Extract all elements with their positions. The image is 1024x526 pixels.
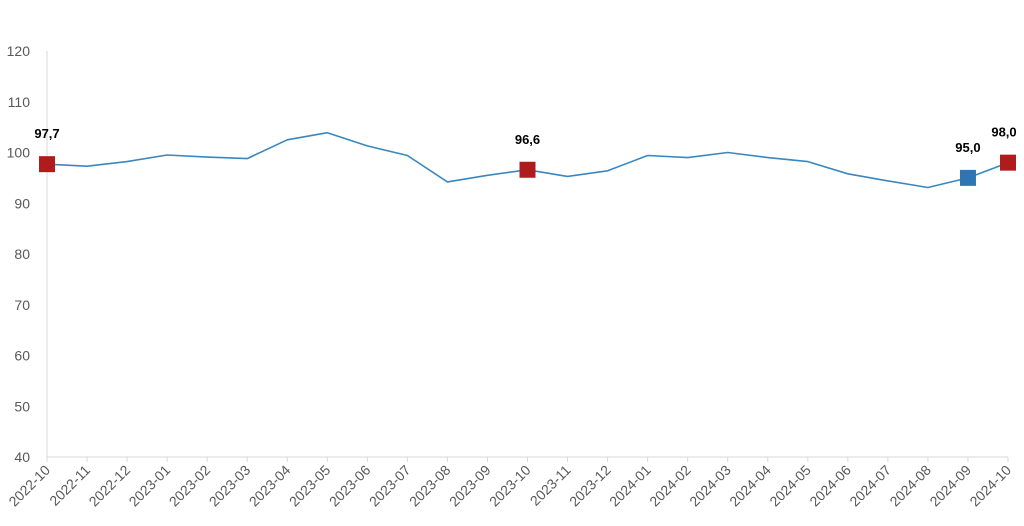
x-tick-label: 2024-08 (886, 462, 934, 510)
x-tick-label: 2024-06 (806, 462, 854, 510)
x-tick-label: 2023-08 (406, 462, 454, 510)
y-tick-label: 60 (14, 348, 30, 364)
y-tick-label: 50 (14, 398, 30, 414)
x-tick-label: 2024-07 (846, 462, 894, 510)
x-tick-label: 2023-09 (446, 462, 494, 510)
x-axis: 2022-102022-112022-122023-012023-022023-… (5, 456, 1014, 510)
x-tick-label: 2022-10 (5, 462, 53, 510)
x-tick-label: 2022-12 (86, 462, 134, 510)
data-label: 97,7 (34, 126, 59, 141)
x-tick-label: 2024-03 (686, 462, 734, 510)
x-tick-label: 2023-02 (166, 462, 214, 510)
x-tick-label: 2024-04 (726, 462, 774, 510)
x-tick-label: 2024-05 (766, 462, 814, 510)
x-tick-label: 2024-09 (926, 462, 974, 510)
data-label: 96,6 (515, 132, 540, 147)
data-point-marker (959, 169, 976, 186)
x-tick-label: 2024-10 (966, 462, 1014, 510)
y-tick-label: 90 (14, 195, 30, 211)
y-tick-label: 70 (14, 297, 30, 313)
x-tick-label: 2023-11 (527, 462, 574, 509)
y-axis: 40 50 60 70 80 90 100 110 120 (7, 43, 48, 465)
x-tick-label: 2023-10 (486, 462, 534, 510)
data-point-marker (519, 161, 536, 178)
data-label: 98,0 (991, 125, 1016, 140)
x-tick-label: 2023-03 (206, 462, 254, 510)
data-point-marker (1000, 154, 1016, 171)
y-tick-label: 80 (14, 246, 30, 262)
y-tick-label: 110 (8, 94, 31, 110)
x-tick-label: 2023-04 (246, 462, 294, 510)
data-label-group: 97,7 96,6 95,0 98,0 (34, 125, 1016, 155)
x-tick-label: 2023-07 (366, 462, 414, 510)
x-tick-label: 2024-01 (606, 462, 654, 510)
x-tick-label: 2024-02 (646, 462, 694, 510)
marker-group (39, 154, 1016, 186)
data-point-marker (39, 156, 55, 173)
y-tick-label: 100 (7, 145, 31, 161)
x-tick-label: 2022-11 (46, 462, 93, 509)
x-tick-label: 2023-12 (566, 462, 614, 510)
x-tick-label: 2023-06 (326, 462, 374, 510)
y-tick-label: 40 (14, 449, 30, 465)
y-tick-label: 120 (7, 43, 31, 59)
data-label: 95,0 (955, 140, 980, 155)
x-tick-label: 2023-01 (126, 462, 174, 510)
x-tick-label: 2023-05 (286, 462, 334, 510)
